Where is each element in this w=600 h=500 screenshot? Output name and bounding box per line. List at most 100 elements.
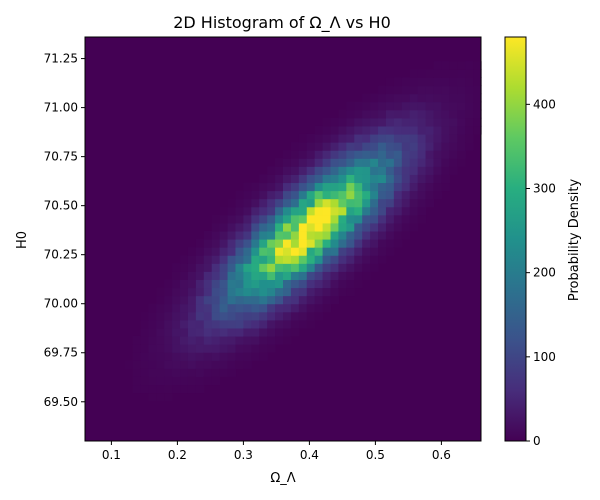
heatmap-cell <box>243 230 252 240</box>
heatmap-cell <box>219 206 229 216</box>
heatmap-cell <box>275 198 284 208</box>
heatmap-cell <box>283 271 292 280</box>
heatmap-cell <box>409 214 419 224</box>
heatmap-cell <box>378 142 387 151</box>
heatmap-cell <box>338 174 347 184</box>
heatmap-cell <box>298 190 308 200</box>
heatmap-cell <box>330 142 340 151</box>
x-tick-label: 0.5 <box>366 448 385 462</box>
heatmap-cell <box>235 247 244 256</box>
heatmap-cell <box>306 198 316 208</box>
heatmap-cell <box>362 182 371 192</box>
heatmap-cell <box>433 158 442 167</box>
heatmap-cell <box>156 368 165 377</box>
heatmap-cell <box>251 279 260 289</box>
heatmap-cell <box>227 327 237 337</box>
heatmap-cell <box>473 101 482 111</box>
heatmap-cell <box>235 311 244 321</box>
heatmap-cell <box>148 319 157 329</box>
heatmap-cell <box>172 263 181 272</box>
heatmap-cell <box>354 109 363 119</box>
heatmap-cell <box>465 109 474 119</box>
heatmap-cell <box>457 93 466 103</box>
heatmap-cell <box>187 368 197 377</box>
heatmap-cell <box>425 190 435 200</box>
heatmap-cell <box>370 214 379 224</box>
heatmap-cell <box>235 214 244 224</box>
heatmap-cell <box>306 214 316 224</box>
heatmap-cell <box>211 279 221 289</box>
heatmap-cell <box>259 271 268 280</box>
heatmap-cell <box>140 344 149 353</box>
heatmap-cell <box>259 344 268 353</box>
heatmap-cell <box>330 247 340 256</box>
heatmap-cell <box>148 344 157 353</box>
heatmap-cell <box>227 311 237 321</box>
heatmap-cell <box>330 214 340 224</box>
x-axis-ticks: 0.1 0.2 0.3 0.4 0.5 0.6 <box>102 441 451 462</box>
heatmap-cell <box>180 319 189 329</box>
heatmap-cell <box>425 109 435 119</box>
heatmap-cell <box>267 239 276 248</box>
heatmap-cell <box>354 133 363 143</box>
heatmap-cell <box>314 182 324 192</box>
heatmap-cell <box>425 142 435 151</box>
heatmap-cell <box>235 198 244 208</box>
heatmap-cell <box>235 271 244 280</box>
heatmap-cell <box>283 230 292 240</box>
heatmap-cell <box>306 255 316 264</box>
heatmap-cell <box>306 239 316 248</box>
heatmap-cell <box>259 174 268 184</box>
heatmap-cell <box>306 271 316 280</box>
heatmap-cell <box>322 230 332 240</box>
heatmap-cell <box>235 206 244 216</box>
heatmap-cell <box>180 271 189 280</box>
heatmap-cell <box>203 368 213 377</box>
heatmap-cell <box>290 247 300 256</box>
heatmap-cell <box>259 239 268 248</box>
heatmap-cell <box>393 85 403 95</box>
heatmap-cell <box>298 319 308 329</box>
heatmap-cell <box>465 69 474 78</box>
heatmap-cell <box>243 190 252 200</box>
heatmap-cell <box>314 295 324 305</box>
heatmap-cell <box>164 295 173 305</box>
heatmap-cell <box>148 352 157 361</box>
heatmap-cell <box>298 222 308 232</box>
heatmap-cell <box>172 368 181 377</box>
heatmap-cell <box>362 263 371 272</box>
heatmap-cell <box>378 166 387 175</box>
heatmap-cell <box>211 368 221 377</box>
heatmap-cell <box>322 150 332 159</box>
heatmap-cell <box>385 93 395 103</box>
heatmap-cell <box>338 271 347 280</box>
heatmap-cell <box>346 158 355 167</box>
heatmap-cell <box>290 190 300 200</box>
heatmap-cell <box>385 142 395 151</box>
heatmap-cell <box>354 222 363 232</box>
heatmap-cell <box>243 327 252 337</box>
heatmap-cell <box>235 230 244 240</box>
heatmap-cell <box>283 206 292 216</box>
heatmap-cell <box>409 117 419 127</box>
heatmap-cell <box>425 133 435 143</box>
heatmap-cell <box>401 182 411 192</box>
heatmap-cell <box>164 376 173 386</box>
heatmap-cell <box>346 101 355 111</box>
heatmap-cell <box>370 93 379 103</box>
heatmap-cell <box>401 198 411 208</box>
heatmap-cell <box>401 117 411 127</box>
heatmap-cell <box>354 174 363 184</box>
heatmap-cell <box>354 101 363 111</box>
heatmap-cell <box>362 166 371 175</box>
heatmap-cell <box>187 376 197 386</box>
heatmap-cell <box>259 182 268 192</box>
heatmap-cell <box>283 222 292 232</box>
heatmap-cell <box>441 69 450 78</box>
heatmap-cell <box>227 247 237 256</box>
heatmap-cell <box>148 368 157 377</box>
heatmap-cell <box>441 133 450 143</box>
plot-frame <box>84 36 482 442</box>
heatmap-cell <box>243 198 252 208</box>
heatmap-cell <box>187 303 197 313</box>
